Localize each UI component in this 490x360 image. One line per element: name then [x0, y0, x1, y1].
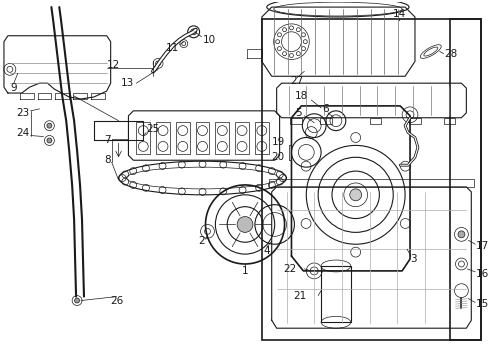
Bar [443, 118, 456, 124]
Bar [369, 118, 381, 124]
Bar [196, 122, 209, 154]
Bar [136, 122, 150, 154]
Bar [269, 179, 474, 187]
Bar [216, 122, 229, 154]
Bar [176, 122, 190, 154]
Text: 22: 22 [283, 264, 296, 274]
Text: 15: 15 [476, 298, 490, 309]
Bar [449, 19, 481, 340]
Text: 28: 28 [444, 49, 458, 59]
Text: 4: 4 [264, 246, 270, 256]
Text: 14: 14 [392, 9, 406, 19]
Circle shape [74, 298, 79, 303]
Bar [320, 118, 332, 124]
Bar [291, 118, 302, 124]
Bar [321, 266, 351, 322]
Text: 18: 18 [294, 91, 308, 101]
Text: 27: 27 [290, 76, 303, 86]
Text: 21: 21 [293, 291, 306, 301]
Circle shape [237, 217, 253, 232]
Circle shape [47, 123, 52, 128]
Text: 5: 5 [295, 108, 302, 118]
Bar [409, 118, 421, 124]
Text: 1: 1 [242, 266, 248, 276]
Text: 20: 20 [272, 152, 285, 162]
Bar [255, 122, 269, 154]
Text: 26: 26 [110, 296, 123, 306]
Text: 6: 6 [323, 104, 329, 114]
Text: 7: 7 [104, 135, 111, 145]
Circle shape [47, 138, 52, 143]
Text: 16: 16 [476, 269, 490, 279]
Text: 24: 24 [16, 127, 29, 138]
Text: 8: 8 [104, 155, 111, 165]
Text: 23: 23 [16, 108, 29, 118]
Text: 19: 19 [272, 138, 285, 148]
Bar [156, 122, 170, 154]
Text: 17: 17 [476, 241, 490, 251]
Text: 2: 2 [198, 236, 205, 246]
Bar [235, 122, 249, 154]
Text: 10: 10 [202, 35, 216, 45]
Circle shape [350, 189, 362, 201]
Text: 25: 25 [146, 123, 159, 134]
Text: 3: 3 [410, 254, 416, 264]
Circle shape [191, 29, 196, 35]
Text: 13: 13 [121, 78, 134, 88]
Text: 12: 12 [107, 60, 120, 71]
Text: 9: 9 [10, 83, 17, 93]
Text: 11: 11 [166, 42, 179, 53]
Bar [262, 19, 481, 340]
Circle shape [458, 231, 465, 238]
